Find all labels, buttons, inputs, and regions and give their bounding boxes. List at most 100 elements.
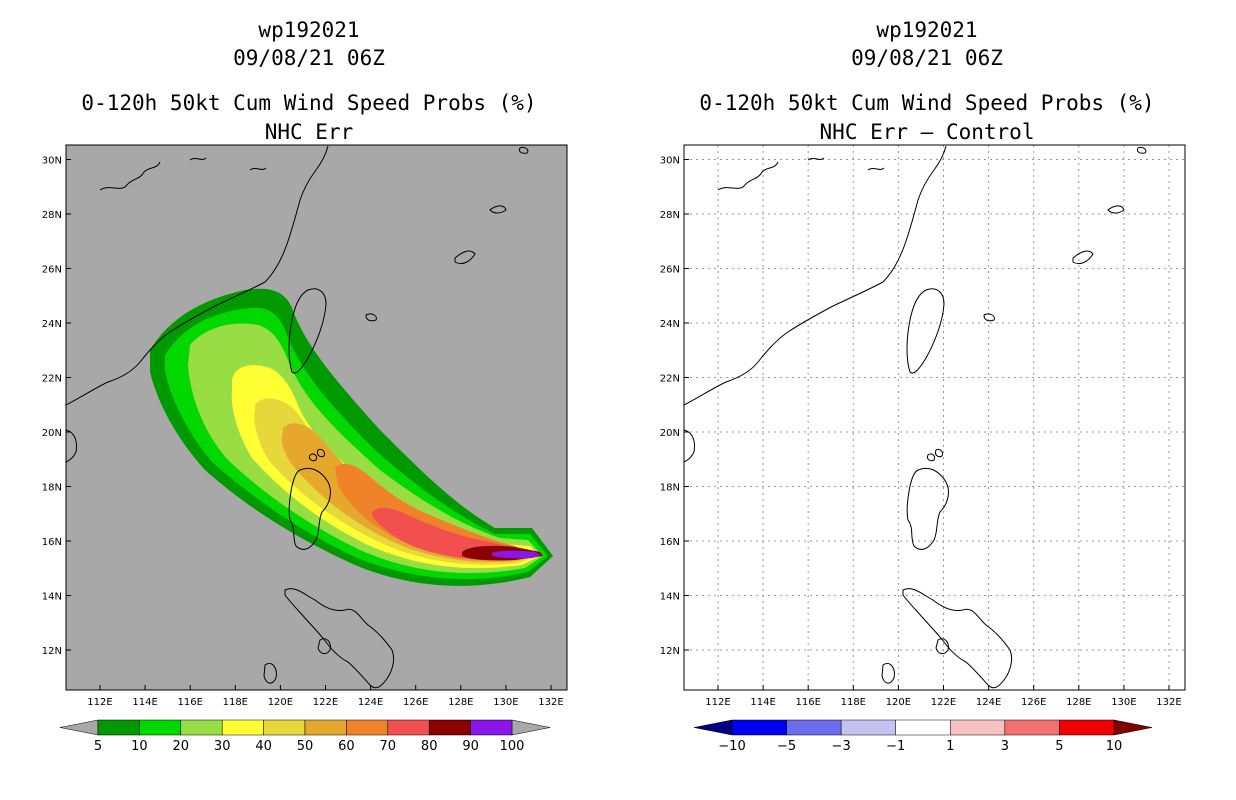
colorbar-swatch: [428, 719, 471, 736]
luzon-island: [288, 467, 331, 550]
colorbar-label: −5: [777, 739, 796, 754]
lon-label: 116E: [795, 697, 820, 708]
china-coastline: [66, 145, 329, 406]
colorbar-swatch: [180, 719, 223, 736]
small-island: [935, 638, 949, 655]
colorbar-swatch: [263, 719, 306, 736]
lon-label: 116E: [177, 697, 202, 708]
lon-label: 128E: [448, 697, 473, 708]
colorbar-below-arrow: [693, 719, 733, 736]
colorbar-label: 70: [380, 739, 397, 754]
lon-label: 120E: [886, 697, 911, 708]
lat-label: 18N: [660, 483, 680, 494]
lon-label: 114E: [132, 697, 157, 708]
china-coastline: [684, 145, 947, 406]
colorbar-swatch: [139, 719, 182, 736]
map-background: [684, 145, 1185, 690]
lat-label: 16N: [42, 537, 62, 548]
colorbar-label: 90: [462, 739, 479, 754]
colorbar-label: 10: [131, 739, 148, 754]
prob-90-contour: [492, 550, 541, 559]
datetime-title: 09/08/21 06Z: [851, 46, 1003, 70]
colorbar-swatch: [387, 719, 430, 736]
product-title: 0-120h 50kt Cum Wind Speed Probs (%): [699, 91, 1155, 115]
coastlines: [66, 145, 529, 689]
colorbar-swatch: [346, 719, 389, 736]
colorbar-label: 80: [421, 739, 438, 754]
lat-label: 24N: [42, 319, 62, 330]
lon-label: 114E: [750, 697, 775, 708]
lat-label: 12N: [42, 646, 62, 657]
batanes-island: [317, 449, 325, 458]
storm-id-title: wp192021: [258, 18, 360, 42]
lat-label: 18N: [42, 483, 62, 494]
colorbar-swatch: [950, 719, 1006, 736]
babuyan-island: [927, 453, 935, 462]
colorbar-swatch: [304, 719, 347, 736]
left-panel: wp192021 09/08/21 06Z 0-120h 50kt Cum Wi…: [42, 18, 568, 754]
right-axes: 112E 114E 116E 118E 120E 122E 124E 126E 128E 130E…: [660, 156, 1182, 709]
mindoro-island: [263, 663, 277, 684]
lat-label: 20N: [42, 428, 62, 439]
map-frame: [65, 144, 568, 691]
colorbar-label: 3: [1001, 739, 1009, 754]
colorbar-label: −3: [832, 739, 851, 754]
grid-lines: [684, 145, 1185, 690]
lat-label: 20N: [660, 428, 680, 439]
kyushu-fragment: [1137, 147, 1147, 154]
colorbar-swatch: [786, 719, 842, 736]
datetime-title: 09/08/21 06Z: [233, 46, 385, 70]
lon-label: 112E: [705, 697, 730, 708]
colorbar-swatch: [895, 719, 951, 736]
colorbar-label: 5: [1055, 739, 1063, 754]
product-title: 0-120h 50kt Cum Wind Speed Probs (%): [81, 91, 537, 115]
lon-label: 126E: [1021, 697, 1046, 708]
batanes-island: [935, 449, 943, 458]
right-colorbar: −10 −5 −3 −1 1 3 5 10: [693, 719, 1153, 754]
ryukyu-islands: [365, 205, 507, 322]
lon-label: 122E: [931, 697, 956, 708]
lat-label: 30N: [660, 156, 680, 167]
lat-label: 14N: [660, 592, 680, 603]
colorbar-label: 10: [1106, 739, 1123, 754]
map-frame: [683, 144, 1186, 691]
lon-label: 122E: [313, 697, 338, 708]
ryukyu-islands: [983, 205, 1125, 322]
colorbar-label: −10: [718, 739, 745, 754]
colorbar-swatch: [1004, 719, 1060, 736]
lon-label: 132E: [538, 697, 563, 708]
colorbar-swatch: [1059, 719, 1115, 736]
colorbar-swatch: [221, 719, 264, 736]
lon-label: 126E: [403, 697, 428, 708]
coastlines: [684, 145, 1147, 689]
lon-label: 118E: [223, 697, 248, 708]
colorbar-label: 100: [500, 739, 525, 754]
lat-label: 28N: [660, 210, 680, 221]
right-map-figure: 112E 114E 116E 118E 120E 122E 124E 126E 128E 130E…: [660, 144, 1186, 754]
taiwan-island: [906, 288, 945, 374]
lat-label: 14N: [42, 592, 62, 603]
lat-label: 26N: [660, 265, 680, 276]
lon-label: 130E: [493, 697, 518, 708]
subtitle: NHC Err: [264, 120, 354, 144]
colorbar-above-arrow: [511, 719, 551, 736]
inland-lakes: [717, 157, 885, 191]
lat-label: 26N: [42, 265, 62, 276]
lat-label: 12N: [660, 646, 680, 657]
lon-label: 132E: [1156, 697, 1181, 708]
hainan-coast: [684, 429, 695, 463]
lon-label: 112E: [87, 697, 112, 708]
visayas-islands: [902, 588, 1013, 689]
colorbar-below-arrow: [59, 719, 99, 736]
colorbar-swatch: [731, 719, 787, 736]
inland-lakes: [99, 157, 267, 191]
colorbar-label: −1: [886, 739, 905, 754]
lon-label: 124E: [976, 697, 1001, 708]
lat-label: 22N: [660, 374, 680, 385]
lon-label: 120E: [268, 697, 293, 708]
left-map-figure: 112E 114E 116E 118E 120E 122E 124E 126E 128E 130E…: [42, 144, 568, 754]
lon-label: 130E: [1111, 697, 1136, 708]
colorbar-label: 50: [297, 739, 314, 754]
taiwan-island: [288, 288, 327, 374]
storm-id-title: wp192021: [876, 18, 978, 42]
